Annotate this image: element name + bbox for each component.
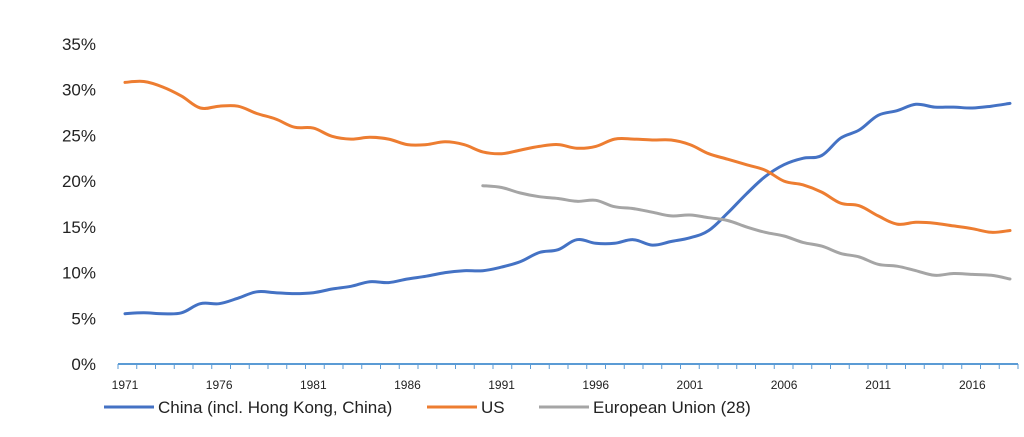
x-axis-tick-marks bbox=[117, 364, 1019, 369]
x-axis-ticks: 1971 1976 1981 1986 1991 1996 2001 2006 2011 2016 bbox=[112, 378, 986, 392]
y-axis-ticks: 0% 5% 10% 15% 20% 25% 30% 35% bbox=[62, 35, 96, 374]
y-tick-label: 10% bbox=[62, 264, 96, 283]
x-tick-label: 2006 bbox=[771, 378, 798, 392]
series-line-us bbox=[123, 79, 1012, 234]
legend-item-china: China (incl. Hong Kong, China) bbox=[104, 398, 392, 417]
y-tick-label: 0% bbox=[71, 355, 96, 374]
series-lines bbox=[123, 79, 1012, 316]
x-tick-label: 2016 bbox=[959, 378, 986, 392]
x-tick-label: 1981 bbox=[300, 378, 327, 392]
x-tick-label: 1996 bbox=[582, 378, 609, 392]
x-tick-label: 2001 bbox=[677, 378, 704, 392]
legend-label: European Union (28) bbox=[593, 398, 751, 417]
legend: China (incl. Hong Kong, China) US European… bbox=[104, 398, 751, 417]
y-tick-label: 5% bbox=[71, 309, 96, 328]
x-tick-label: 1986 bbox=[394, 378, 421, 392]
series-line-eu bbox=[481, 184, 1012, 281]
legend-item-us: US bbox=[427, 398, 505, 417]
x-tick-label: 1976 bbox=[206, 378, 233, 392]
x-tick-label: 1991 bbox=[488, 378, 515, 392]
y-tick-label: 15% bbox=[62, 218, 96, 237]
x-tick-label: 2011 bbox=[865, 378, 891, 392]
legend-label: China (incl. Hong Kong, China) bbox=[158, 398, 392, 417]
y-tick-label: 20% bbox=[62, 172, 96, 191]
y-tick-label: 25% bbox=[62, 126, 96, 145]
legend-label: US bbox=[481, 398, 505, 417]
series-line-china bbox=[123, 101, 1012, 316]
x-tick-label: 1971 bbox=[112, 378, 139, 392]
legend-item-eu: European Union (28) bbox=[539, 398, 751, 417]
y-tick-label: 35% bbox=[62, 35, 96, 54]
y-tick-label: 30% bbox=[62, 81, 96, 100]
